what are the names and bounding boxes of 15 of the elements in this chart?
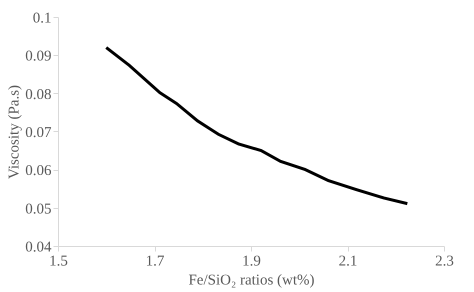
y-axis-title: Viscosity (Pa.s) [6, 84, 22, 180]
x-tick-label: 2.1 [338, 254, 358, 270]
x-tick-label: 1.7 [146, 254, 165, 270]
x-axis-title: Fe/SiO₂ ratios (wt%) [188, 272, 315, 288]
y-tick-label: 0.1 [32, 10, 52, 26]
y-tick-label: 0.07 [25, 125, 52, 141]
y-tick-label: 0.09 [25, 48, 52, 65]
x-tick-label: 1.5 [49, 254, 68, 270]
y-tick-label: 0.06 [25, 163, 52, 180]
x-tick-label: 1.9 [242, 254, 261, 270]
y-tick-label: 0.08 [25, 86, 52, 103]
y-tick-label: 0.05 [25, 201, 52, 218]
y-tick-label: 0.04 [25, 240, 52, 256]
line-series [104, 46, 409, 206]
x-tick-label: 2.3 [435, 254, 454, 270]
